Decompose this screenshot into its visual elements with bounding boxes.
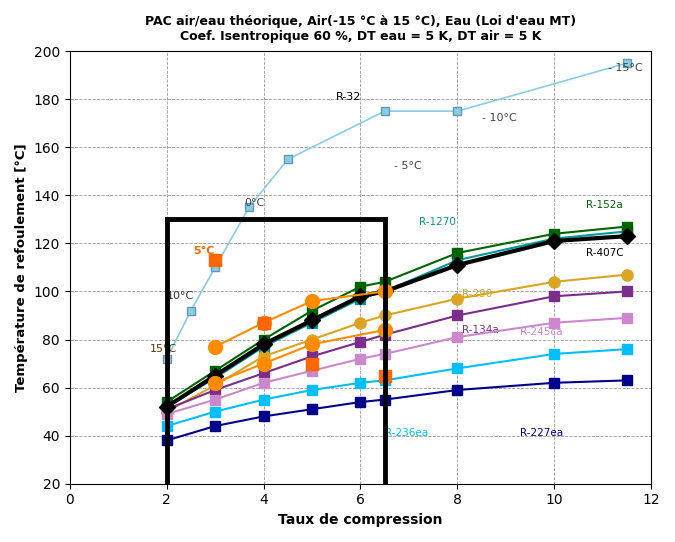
Text: R-152a: R-152a xyxy=(586,200,622,210)
Text: R-236ea: R-236ea xyxy=(385,428,428,438)
Y-axis label: Température de refoulement [°C]: Température de refoulement [°C] xyxy=(15,143,28,392)
Point xyxy=(306,359,317,368)
Text: R-290: R-290 xyxy=(462,289,493,299)
X-axis label: Taux de compression: Taux de compression xyxy=(278,513,443,527)
Text: R-227ea: R-227ea xyxy=(520,428,564,438)
Text: 15°C: 15°C xyxy=(150,344,177,354)
Text: 10°C: 10°C xyxy=(167,291,194,301)
Text: R-407C: R-407C xyxy=(586,248,624,258)
Text: - 10°C: - 10°C xyxy=(481,113,516,124)
Title: PAC air/eau théorique, Air(-15 °C à 15 °C), Eau (Loi d'eau MT)
Coef. Isentropiqu: PAC air/eau théorique, Air(-15 °C à 15 °… xyxy=(145,15,576,43)
Point xyxy=(379,371,390,380)
Point xyxy=(210,256,221,264)
Text: R-134a: R-134a xyxy=(462,325,499,335)
Text: R-1270: R-1270 xyxy=(418,217,456,227)
Text: R-32: R-32 xyxy=(336,92,362,102)
Text: 5°C: 5°C xyxy=(193,246,215,256)
Text: 0°C: 0°C xyxy=(244,197,265,208)
Point xyxy=(258,318,269,327)
Text: - 15°C: - 15°C xyxy=(608,63,643,73)
Text: - 5°C: - 5°C xyxy=(394,162,422,171)
Text: R-245ca: R-245ca xyxy=(520,327,563,337)
